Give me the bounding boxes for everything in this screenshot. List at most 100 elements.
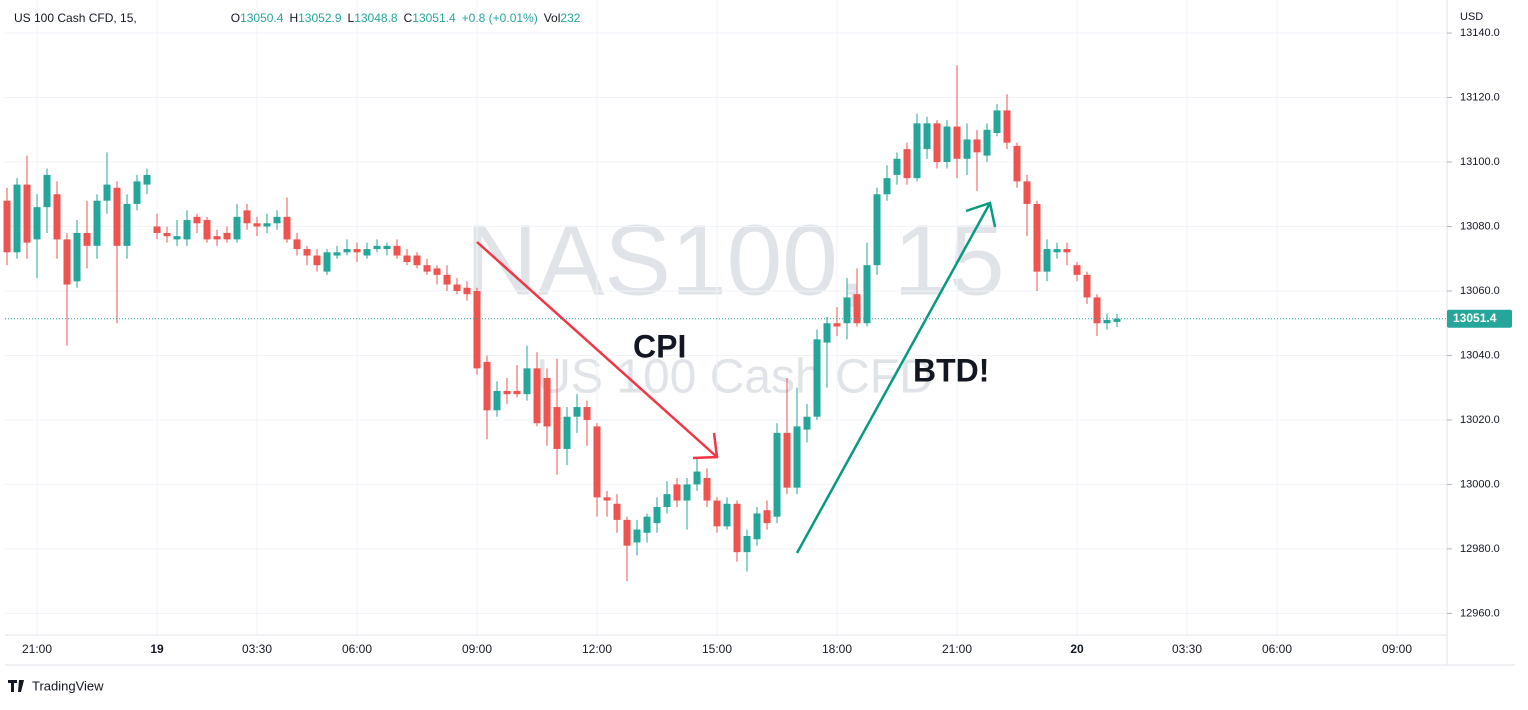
legend-item: +0.8 (+0.01%): [462, 11, 538, 25]
candle-body: [613, 503, 621, 520]
candle-body: [753, 513, 761, 540]
legend-item: Vol232: [544, 11, 581, 25]
x-tick-label: 06:00: [1262, 642, 1292, 656]
candle-body: [583, 407, 591, 420]
y-tick-label: 13020.0: [1460, 414, 1500, 426]
candle-body: [383, 245, 391, 250]
candle-body: [533, 368, 541, 424]
annotation: CPI: [633, 328, 686, 364]
candle-body: [633, 529, 641, 543]
watermark-symbol: NAS100, 15: [465, 204, 1004, 316]
candle-body: [353, 249, 361, 253]
arrow-up: [795, 202, 992, 554]
candle-body: [683, 484, 691, 501]
candle-body: [123, 203, 131, 246]
candle-body: [783, 432, 791, 488]
legend-value: 232: [560, 11, 581, 25]
candle-body: [93, 200, 101, 246]
y-tick-label: 13040.0: [1460, 349, 1500, 361]
candle-body: [793, 426, 801, 488]
candle-body: [963, 139, 971, 159]
candle-body: [913, 123, 921, 179]
candle-body: [23, 184, 31, 243]
candle-body: [73, 232, 81, 282]
y-tick-label: 12960.0: [1460, 607, 1500, 619]
candle-body: [1033, 203, 1041, 272]
candle-body: [273, 216, 281, 224]
candle-body: [363, 249, 371, 256]
candle-body: [673, 484, 681, 501]
candle-body: [313, 255, 321, 266]
candle-body: [643, 516, 651, 533]
currency: USD: [1460, 11, 1483, 23]
candle-body: [733, 503, 741, 553]
y-tick-label: 13140.0: [1460, 27, 1500, 39]
candle-body: [763, 510, 771, 524]
candle-body: [623, 519, 631, 546]
candle-body: [853, 294, 861, 324]
candle-body: [1113, 318, 1121, 322]
candle-body: [703, 477, 711, 501]
candle-body: [483, 361, 491, 411]
logo: [8, 680, 24, 692]
legend-label: Vol: [543, 11, 561, 25]
candle-body: [213, 236, 221, 240]
candle-body: [153, 226, 161, 233]
candle-body: [743, 536, 751, 553]
x-tick-label: 09:00: [462, 642, 492, 656]
x-tick-label: 06:00: [342, 642, 372, 656]
x-tick-label: 20: [1070, 642, 1084, 656]
candle-body: [1063, 249, 1071, 253]
x-tick-label: 21:00: [22, 642, 52, 656]
y-tick-label: 13000.0: [1460, 478, 1500, 490]
arrow-down: [476, 241, 718, 458]
y-tick-label: 13100.0: [1460, 156, 1500, 168]
last-price-label: 13051.4: [1453, 311, 1497, 325]
candle-body: [933, 123, 941, 163]
candle-body: [493, 390, 501, 411]
legend-value: 13052.9: [298, 11, 342, 25]
candle-body: [453, 284, 461, 291]
candle-body: [573, 407, 581, 417]
legend-item: L13048.8: [348, 11, 398, 25]
candle-body: [293, 239, 301, 250]
candle-body: [233, 216, 241, 240]
candle-body: [843, 297, 851, 324]
candle-body: [863, 265, 871, 324]
arrow-head: [692, 432, 719, 460]
candle-body: [443, 274, 451, 285]
candle-body: [433, 268, 441, 275]
candle-body: [1083, 274, 1091, 298]
candle-body: [653, 507, 661, 524]
candle-body: [343, 249, 351, 253]
candle-body: [63, 239, 71, 285]
candle-body: [423, 265, 431, 272]
candle-body: [713, 500, 721, 527]
candle-body: [1103, 320, 1111, 324]
candle-body: [543, 378, 551, 427]
candle-body: [663, 494, 671, 508]
legend-value: 13051.4: [412, 11, 456, 25]
candle-body: [1093, 297, 1101, 324]
legend-item: H13052.9: [289, 11, 341, 25]
candle-body: [373, 245, 381, 250]
candle-body: [333, 252, 341, 256]
candle-body: [3, 200, 11, 253]
legend: US 100 Cash CFD, 15, O13050.4 H13052.9 L13…: [14, 11, 580, 25]
candle-body: [1073, 265, 1081, 275]
legend-label: L: [347, 11, 355, 25]
candle-body: [113, 187, 121, 246]
candle-body: [1023, 181, 1031, 204]
candle-body: [203, 220, 211, 240]
candle-body: [883, 178, 891, 195]
candle-body: [953, 126, 961, 159]
legend-value: 13048.8: [354, 11, 398, 25]
candle-body: [103, 184, 111, 201]
candle-body: [163, 232, 171, 237]
candle-body: [603, 497, 611, 501]
candle-body: [823, 323, 831, 343]
legend-item: C13051.4: [404, 11, 456, 25]
candle-body: [83, 232, 91, 246]
y-tick-label: 13060.0: [1460, 285, 1500, 297]
